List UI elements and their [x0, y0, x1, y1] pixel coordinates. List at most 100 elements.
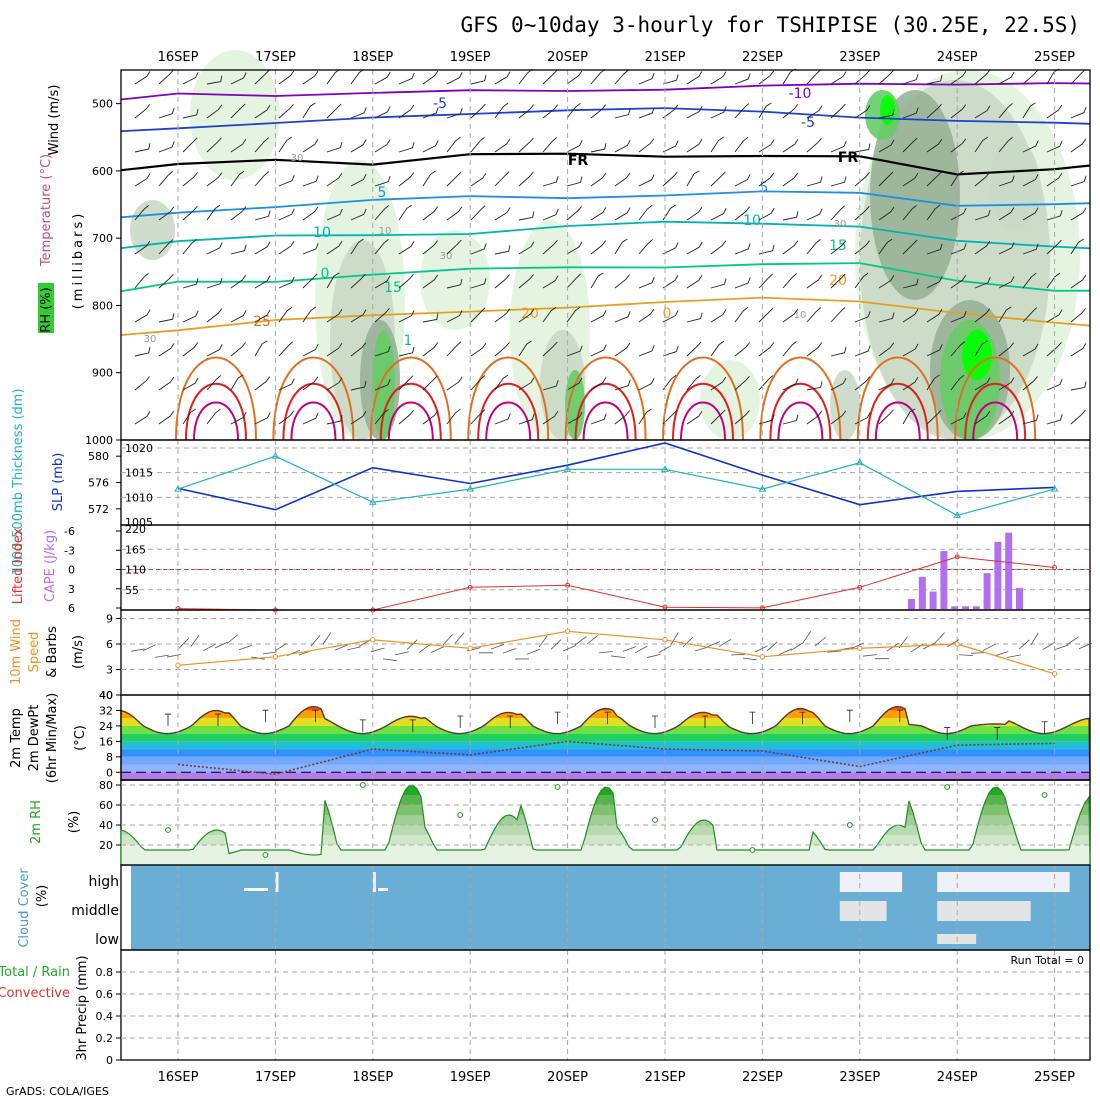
wind-barb — [254, 137, 270, 153]
wind-barb — [422, 206, 439, 221]
wind10m-panel: 9 6 3 40 — [99, 609, 1093, 702]
wind-barb — [878, 409, 894, 425]
minmax-bar — [1041, 721, 1048, 734]
ylabel-wind-unit: (m/s) — [71, 635, 86, 669]
wind-speed-point — [564, 628, 571, 634]
surface-barb — [166, 654, 181, 658]
wind-barb — [518, 413, 535, 425]
rh-tick-label: 40 — [99, 819, 113, 832]
wind-barb — [302, 412, 319, 425]
wind-speed-point — [467, 645, 473, 651]
temp-ylabels: 2m Temp 2m DewPt (6hr Min/Max) (°C) — [9, 693, 88, 783]
upper-tick-label: 600 — [92, 165, 113, 178]
wind-barb — [638, 408, 652, 425]
wind-barb — [734, 73, 751, 85]
wind-speed-line — [177, 630, 1055, 675]
wind-barb — [470, 103, 486, 119]
wind-barb — [638, 107, 655, 119]
wind-barb — [1070, 207, 1087, 221]
wind-barb — [566, 176, 583, 187]
wind-barb — [686, 71, 703, 85]
wind-barb — [854, 105, 871, 119]
wind-barb — [998, 377, 1015, 391]
surface-barb — [430, 646, 444, 654]
cape-bar — [983, 573, 991, 610]
wind-barb — [974, 340, 988, 357]
temp-band — [121, 772, 1090, 780]
wind-barb — [950, 207, 967, 221]
upper-tick-label: 1000 — [85, 434, 113, 447]
wind-barb — [782, 104, 799, 119]
wind-barb — [590, 377, 607, 391]
wind-barb — [278, 276, 295, 289]
contour-label: 30 — [144, 334, 157, 345]
wind-barb — [926, 243, 943, 255]
wind-barb — [446, 107, 463, 119]
wind-barb — [926, 204, 941, 221]
wind-barb — [470, 137, 485, 153]
wind-barb — [1022, 272, 1037, 289]
wind-barb — [878, 378, 895, 391]
wind-barb — [230, 103, 246, 119]
wind-barb — [686, 241, 703, 255]
wind-barb — [1022, 70, 1038, 85]
temp-band — [121, 733, 1090, 742]
wind-barb — [398, 346, 415, 357]
wind-barb — [998, 276, 1015, 289]
surface-barb — [646, 654, 661, 658]
wind-barb — [230, 72, 247, 85]
rh-point — [944, 784, 951, 790]
wind-barb — [326, 172, 343, 187]
wind-barb — [878, 342, 895, 357]
wind-barb — [902, 309, 919, 323]
warm-lobe — [672, 382, 734, 441]
surface-barb — [802, 630, 812, 644]
wind-barb — [326, 272, 340, 289]
ylabel-speed: Speed — [27, 632, 42, 673]
rh-shade — [420, 230, 490, 330]
wind-barb — [1046, 272, 1061, 289]
contour-label: 25 — [253, 314, 271, 330]
wind-barb — [518, 340, 532, 357]
wind-barb — [878, 69, 894, 85]
surface-barb — [526, 648, 541, 655]
bottom-date-label: 17SEP — [255, 1070, 296, 1085]
minmax-bar — [994, 727, 1001, 740]
wind-barb — [254, 171, 270, 187]
wind-barb — [662, 74, 679, 85]
surface-barb — [958, 654, 974, 656]
wind-barb — [518, 211, 535, 221]
wind-barb — [374, 275, 391, 289]
wind-barb — [686, 170, 700, 187]
wind-barb — [758, 102, 772, 119]
surface-barb — [754, 645, 768, 653]
wind-barb — [638, 138, 655, 153]
wind-barb — [998, 175, 1015, 187]
wind-barb — [374, 205, 389, 221]
wind-barb — [230, 274, 247, 289]
wind-barb — [710, 208, 727, 221]
wind-barb — [902, 377, 919, 391]
wind-barb — [470, 205, 486, 221]
rh-tick-label: 20 — [99, 839, 113, 852]
rh-band — [121, 825, 1090, 835]
wind-barb — [998, 242, 1015, 255]
bottom-date-label: 25SEP — [1034, 1070, 1075, 1085]
surface-barb — [826, 650, 841, 653]
wind-barb — [590, 143, 607, 153]
wind-barb — [518, 308, 535, 323]
warm-lobe — [387, 401, 434, 441]
contour-label: -10 — [789, 86, 812, 102]
wind-barb — [254, 69, 270, 85]
wind-barb — [590, 207, 607, 221]
wind-barb — [302, 376, 319, 391]
minmax-bar — [312, 709, 319, 723]
wind-barb — [638, 308, 655, 323]
wind-barb — [974, 377, 991, 391]
wind-ylabels: 10m Wind Speed & Barbs (m/s) — [9, 619, 86, 685]
thickness-point — [271, 452, 280, 459]
wind-barb — [566, 241, 583, 255]
wind-barb — [158, 171, 173, 187]
wind-barb — [1022, 414, 1039, 425]
temp-tick-label: 0 — [106, 766, 113, 779]
